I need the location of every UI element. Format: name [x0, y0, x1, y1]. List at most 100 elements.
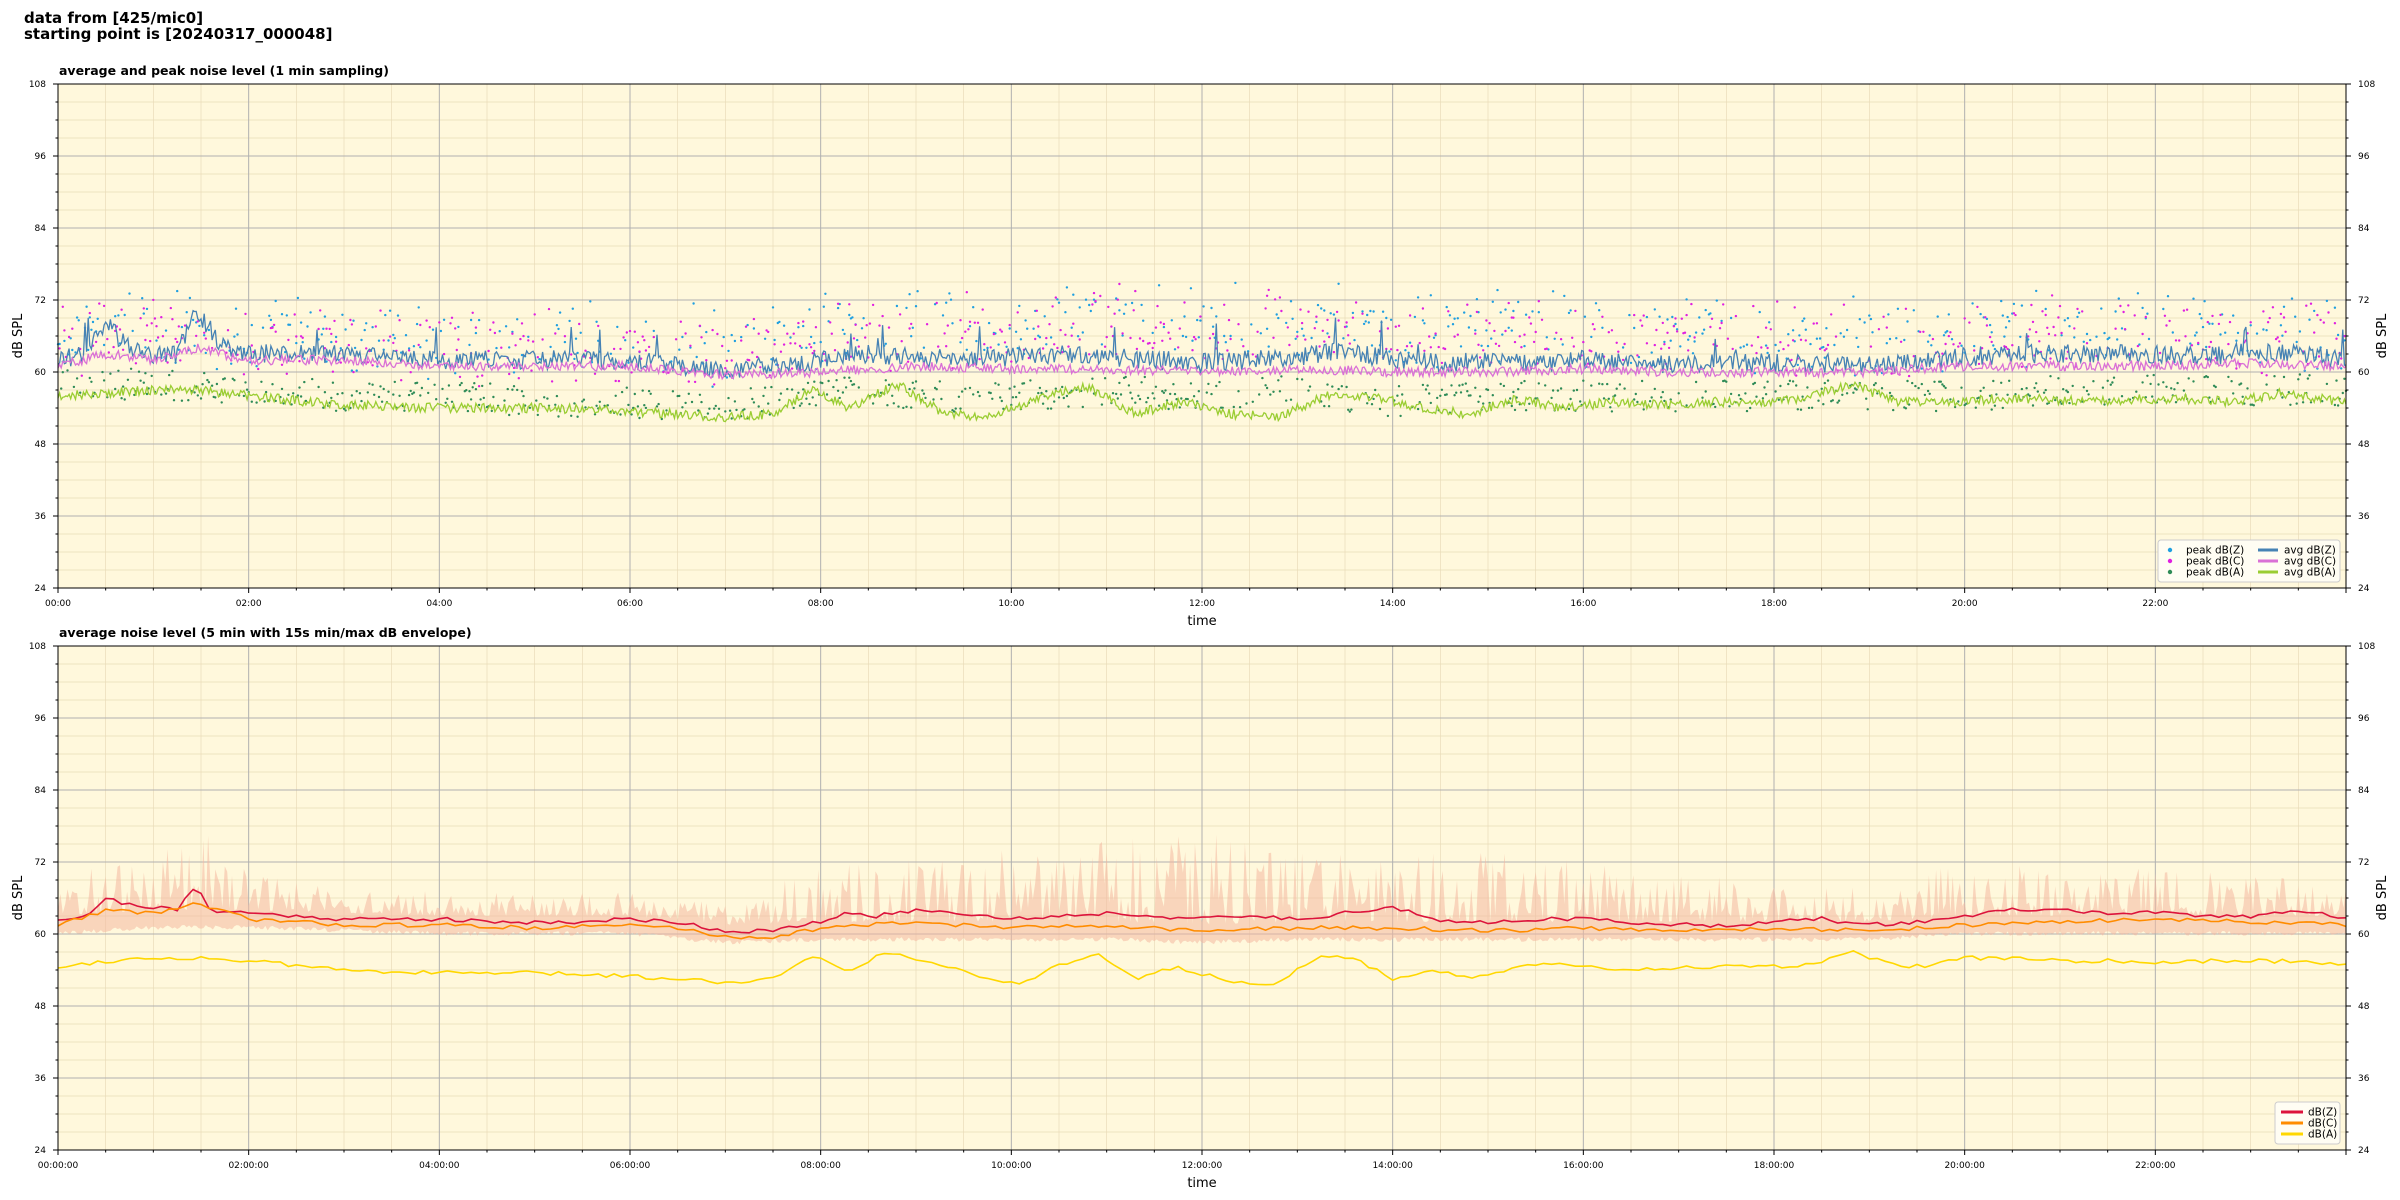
point-peak-db-z [558, 311, 562, 314]
point-peak-db-a [2297, 378, 2300, 381]
point-peak-db-c [1574, 309, 1577, 313]
point-peak-db-a [1205, 391, 1209, 394]
point-peak-db-c [937, 345, 940, 348]
point-peak-db-z [841, 328, 845, 332]
point-peak-db-z [1569, 309, 1572, 312]
point-peak-db-a [1218, 380, 1221, 384]
point-peak-db-z [689, 346, 692, 349]
point-peak-db-c [878, 324, 881, 327]
point-peak-db-c [511, 332, 514, 335]
y-tick-label: 24 [35, 1146, 47, 1156]
point-peak-db-z [2120, 327, 2124, 330]
point-peak-db-a [835, 379, 838, 382]
point-peak-db-c [2305, 304, 2308, 307]
point-peak-db-c [1825, 347, 1828, 350]
point-peak-db-a [959, 407, 962, 410]
point-peak-db-c [204, 337, 207, 340]
point-peak-db-a [206, 378, 209, 382]
point-peak-db-z [1089, 309, 1093, 313]
point-peak-db-c [531, 340, 535, 343]
point-peak-db-c [455, 348, 458, 352]
point-peak-db-c [71, 327, 74, 330]
legend: dB(Z)dB(C)dB(A) [2274, 1101, 2341, 1145]
point-peak-db-c [871, 303, 875, 307]
point-peak-db-c [457, 338, 460, 341]
point-peak-db-a [2162, 381, 2165, 384]
point-peak-db-z [1285, 321, 1288, 325]
point-peak-db-a [630, 413, 633, 416]
point-peak-db-a [2108, 398, 2111, 401]
point-peak-db-a [989, 391, 992, 395]
point-peak-db-c [1513, 340, 1517, 344]
point-peak-db-c [2274, 337, 2278, 341]
point-peak-db-z [1941, 370, 1944, 373]
point-peak-db-a [323, 391, 327, 394]
point-peak-db-a [61, 371, 64, 374]
point-peak-db-a [805, 397, 808, 400]
point-peak-db-c [1443, 347, 1447, 351]
point-peak-db-z [1671, 315, 1674, 319]
point-peak-db-a [1264, 384, 1267, 387]
point-peak-db-a [1960, 386, 1963, 389]
point-peak-db-z [2117, 297, 2120, 300]
point-peak-db-z [1804, 328, 1808, 331]
point-peak-db-z [1491, 300, 1495, 303]
point-peak-db-a [350, 394, 354, 397]
point-peak-db-a [1175, 398, 1178, 401]
point-peak-db-a [905, 405, 908, 408]
point-peak-db-a [1523, 379, 1526, 383]
point-peak-db-a [1841, 393, 1844, 396]
point-peak-db-z [261, 326, 265, 329]
point-peak-db-c [1529, 322, 1533, 325]
point-peak-db-a [2214, 385, 2217, 389]
point-peak-db-c [1041, 347, 1045, 350]
point-peak-db-a [2135, 390, 2138, 393]
point-peak-db-c [1572, 345, 1576, 348]
point-peak-db-a [1520, 381, 1523, 385]
point-peak-db-z [1191, 339, 1194, 342]
point-peak-db-a [458, 383, 462, 387]
point-peak-db-a [749, 387, 752, 390]
point-peak-db-c [1037, 325, 1040, 328]
point-peak-db-z [563, 340, 567, 344]
point-peak-db-c [1094, 300, 1097, 303]
point-peak-db-a [2028, 394, 2032, 397]
point-peak-db-a [800, 402, 803, 405]
point-peak-db-c [2163, 314, 2167, 317]
point-peak-db-c [925, 323, 929, 326]
point-peak-db-z [1688, 335, 1692, 338]
point-peak-db-a [1038, 386, 1042, 390]
point-peak-db-a [387, 390, 390, 393]
point-peak-db-c [371, 364, 374, 367]
point-peak-db-c [1941, 352, 1944, 355]
point-peak-db-c [527, 339, 530, 342]
point-peak-db-z [895, 304, 899, 308]
point-peak-db-z [1798, 334, 1801, 337]
point-peak-db-c [943, 332, 946, 335]
point-peak-db-z [678, 348, 681, 351]
point-peak-db-a [1728, 405, 1731, 408]
point-peak-db-z [624, 339, 627, 342]
point-peak-db-a [1556, 389, 1560, 392]
point-peak-db-a [1401, 393, 1404, 396]
point-peak-db-c [514, 344, 517, 347]
point-peak-db-z [1381, 310, 1385, 313]
point-peak-db-c [786, 332, 789, 335]
point-peak-db-z [573, 357, 576, 361]
point-peak-db-c [1199, 315, 1202, 318]
point-peak-db-a [244, 381, 247, 384]
point-peak-db-c [134, 362, 138, 365]
point-peak-db-a [1739, 397, 1742, 401]
point-peak-db-c [2057, 316, 2060, 319]
point-peak-db-a [304, 399, 308, 403]
point-peak-db-z [627, 361, 630, 364]
point-peak-db-z [2192, 297, 2195, 300]
point-peak-db-a [641, 389, 644, 392]
point-peak-db-a [1464, 382, 1468, 385]
point-peak-db-a [1528, 402, 1531, 405]
point-peak-db-a [522, 394, 525, 398]
x-tick-label: 20:00 [1952, 599, 1978, 609]
point-peak-db-z [1666, 318, 1669, 321]
x-tick-label: 04:00 [426, 599, 452, 609]
